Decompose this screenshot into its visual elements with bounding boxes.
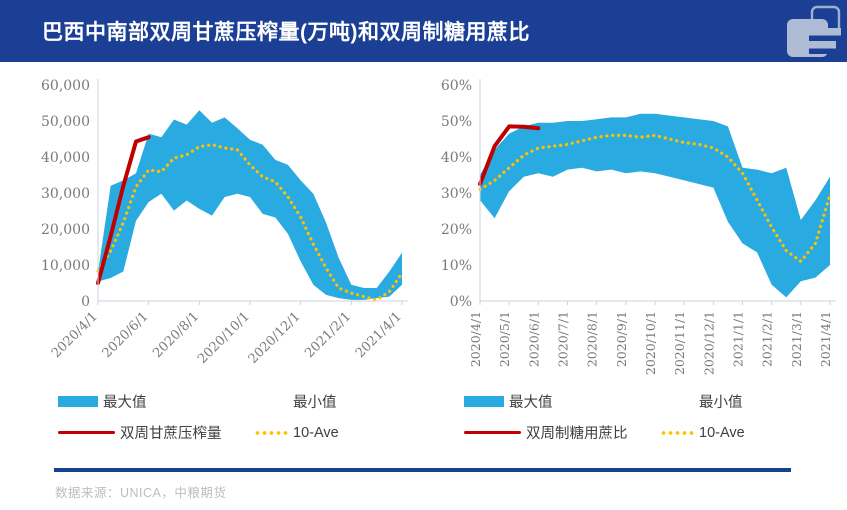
x-tick-label: 2021/4/1 xyxy=(353,309,405,361)
legend-item-actual: 双周制糖用蔗比 xyxy=(464,422,660,443)
x-tick-label: 2020/8/1 xyxy=(585,311,600,367)
x-tick-label: 2020/8/1 xyxy=(150,309,202,361)
y-tick-label: 50,000 xyxy=(41,114,90,130)
min-band-swatch xyxy=(660,396,694,407)
legend-item-min: 最小值 xyxy=(254,391,337,412)
y-tick-label: 0 xyxy=(81,294,90,310)
x-tick-label: 2020/12/1 xyxy=(246,309,304,367)
y-tick-label: 60% xyxy=(441,78,472,94)
y-tick-label: 10% xyxy=(441,258,472,274)
x-tick-label: 2020/6/1 xyxy=(100,309,152,361)
footer-divider xyxy=(54,468,791,472)
crush-volume-chart: 0 10,000 20,000 30,000 40,000 50,000 60,000 202… xyxy=(41,78,408,367)
header-bar: 巴西中南部双周甘蔗压榨量(万吨)和双周制糖用蔗比 xyxy=(0,0,847,62)
y-tick-label: 20% xyxy=(441,222,472,238)
min-band-swatch xyxy=(254,396,288,407)
legend-label-actual: 双周制糖用蔗比 xyxy=(526,426,628,442)
legend-row: 双周甘蔗压榨量 10-Ave xyxy=(58,422,339,443)
actual-series-line xyxy=(478,124,541,186)
y-tick-label: 40% xyxy=(441,150,472,166)
y-tick-label: 50% xyxy=(441,114,472,130)
actual-line-swatch xyxy=(58,430,115,435)
x-tick-label: 2020/4/1 xyxy=(468,311,483,367)
legend-item-max: 最大值 xyxy=(58,391,254,412)
legend-label-ave: 10-Ave xyxy=(699,424,745,441)
x-tick-label: 2021/2/1 xyxy=(302,309,354,361)
legend-label-min: 最小值 xyxy=(293,395,337,411)
legend-item-min: 最小值 xyxy=(660,391,743,412)
legend-item-ave: 10-Ave xyxy=(254,425,339,441)
legend-label-min: 最小值 xyxy=(699,395,743,411)
y-tick-label: 30,000 xyxy=(41,186,90,202)
y-tick-label: 30% xyxy=(441,186,472,202)
ten-ave-dots-swatch xyxy=(660,427,694,438)
legend-item-max: 最大值 xyxy=(464,391,660,412)
x-tick-label: 2020/12/1 xyxy=(701,311,716,375)
x-tick-label: 2021/1/1 xyxy=(731,311,746,367)
y-tick-label: 10,000 xyxy=(41,258,90,274)
crush-chart-legend: 最大值 最小值 双周甘蔗压榨量 10-Ave xyxy=(58,391,339,443)
max-min-band xyxy=(480,113,830,298)
ten-ave-dots-swatch xyxy=(254,427,288,438)
legend-row: 双周制糖用蔗比 10-Ave xyxy=(464,422,745,443)
x-tick-label: 2020/9/1 xyxy=(614,311,629,367)
x-tick-label: 2020/5/1 xyxy=(497,311,512,367)
x-tick-label: 2021/2/1 xyxy=(760,311,775,367)
legend-label-max: 最大值 xyxy=(103,395,147,411)
x-tick-label: 2020/6/1 xyxy=(526,311,541,367)
legend-label-max: 最大值 xyxy=(509,395,553,411)
y-tick-label: 60,000 xyxy=(41,78,90,94)
actual-series-line xyxy=(96,135,151,285)
y-tick-label: 0% xyxy=(450,294,472,310)
ratio-chart-legend: 最大值 最小值 双周制糖用蔗比 10-Ave xyxy=(464,391,745,443)
legend-label-actual: 双周甘蔗压榨量 xyxy=(120,426,222,442)
legend-label-ave: 10-Ave xyxy=(293,424,339,441)
x-tick-label: 2021/4/1 xyxy=(818,311,833,367)
max-band-swatch xyxy=(58,396,98,407)
actual-line-swatch xyxy=(464,430,521,435)
legend-row: 最大值 最小值 xyxy=(464,391,745,412)
x-tick-label: 2020/10/1 xyxy=(195,309,253,367)
page-title: 巴西中南部双周甘蔗压榨量(万吨)和双周制糖用蔗比 xyxy=(42,21,530,44)
ten-ave-dotted-line xyxy=(478,133,832,263)
x-tick-label: 2020/11/1 xyxy=(672,311,687,375)
x-tick-label: 2020/10/1 xyxy=(643,311,658,375)
max-band-swatch xyxy=(464,396,504,407)
company-logo-icon xyxy=(787,5,841,57)
x-tick-label: 2020/4/1 xyxy=(49,309,101,361)
x-tick-label: 2021/3/1 xyxy=(789,311,804,367)
y-tick-label: 40,000 xyxy=(41,150,90,166)
legend-item-actual: 双周甘蔗压榨量 xyxy=(58,422,254,443)
ten-ave-dotted-line xyxy=(96,143,404,302)
legend-row: 最大值 最小值 xyxy=(58,391,339,412)
legend-item-ave: 10-Ave xyxy=(660,425,745,441)
data-source-text: 数据来源：UNICA，中粮期货 xyxy=(55,486,227,500)
y-tick-label: 20,000 xyxy=(41,222,90,238)
x-tick-label: 2020/7/1 xyxy=(556,311,571,367)
sugar-ratio-chart: 0% 10% 20% 30% 40% 50% 60% 2020/4/1 2020/5/1 2020… xyxy=(441,78,836,375)
max-min-band xyxy=(98,110,402,300)
